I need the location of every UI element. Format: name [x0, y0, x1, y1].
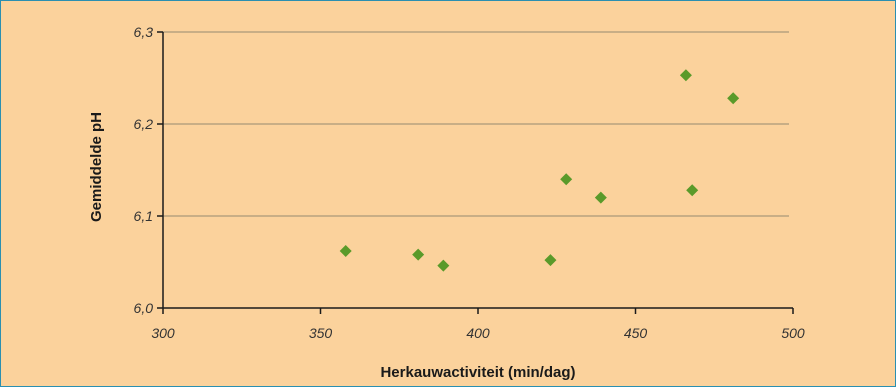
- data-point: [594, 191, 607, 204]
- gridlines: [163, 31, 789, 217]
- x-axis-title: Herkauwactiviteit (min/dag): [380, 364, 575, 381]
- x-axis-ticks: 300 350 400 450 500: [151, 308, 805, 341]
- data-point: [412, 248, 425, 261]
- y-tick-label: 6,1: [134, 208, 153, 224]
- x-tick-label: 500: [781, 325, 805, 341]
- y-tick-label: 6,3: [134, 24, 154, 40]
- data-points: [339, 69, 740, 272]
- x-tick-label: 450: [624, 325, 648, 341]
- x-tick-label: 350: [309, 325, 333, 341]
- data-point: [339, 244, 352, 257]
- data-point: [437, 259, 450, 272]
- x-tick-label: 400: [466, 325, 490, 341]
- data-point: [727, 92, 740, 105]
- data-point: [544, 254, 557, 267]
- data-point: [686, 184, 699, 197]
- x-tick-label: 300: [151, 325, 175, 341]
- data-point: [560, 173, 573, 186]
- data-point: [679, 69, 692, 82]
- y-tick-label: 6,2: [134, 116, 154, 132]
- y-axis-ticks: 6,0 6,1 6,2 6,3: [134, 24, 163, 316]
- y-tick-label: 6,0: [134, 300, 154, 316]
- y-axis-title: Gemiddelde pH: [88, 112, 105, 222]
